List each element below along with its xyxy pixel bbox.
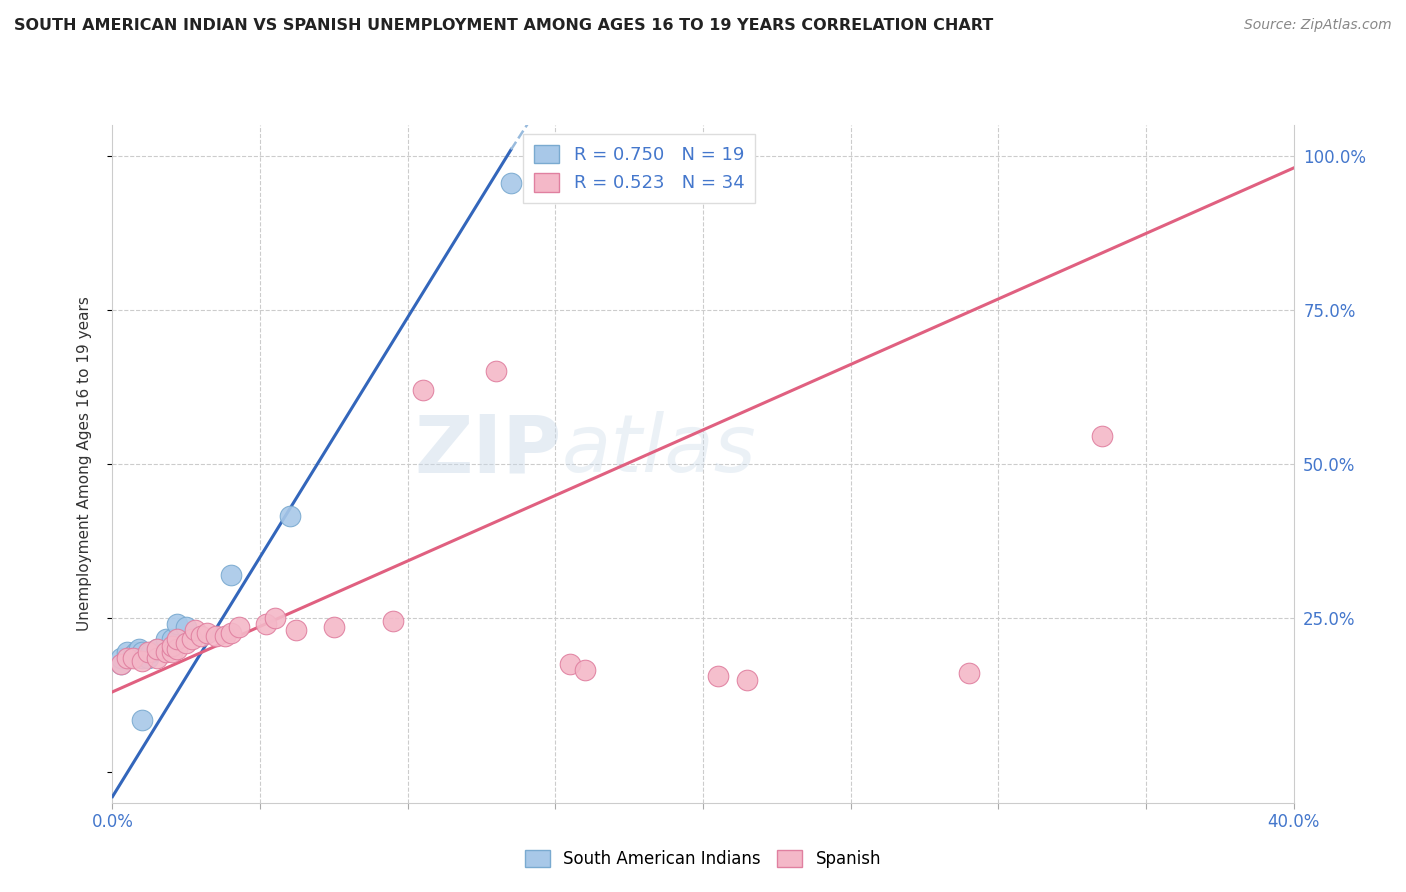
Text: atlas: atlas	[561, 411, 756, 490]
Point	[323, 620, 346, 634]
Text: Source: ZipAtlas.com: Source: ZipAtlas.com	[1244, 18, 1392, 32]
Point	[146, 641, 169, 656]
Point	[166, 617, 188, 632]
Point	[174, 635, 197, 649]
Point	[122, 648, 145, 662]
Point	[146, 641, 169, 656]
Point	[155, 645, 177, 659]
Point	[558, 657, 582, 672]
Point	[181, 632, 204, 647]
Point	[131, 713, 153, 727]
Point	[122, 651, 145, 665]
Point	[195, 626, 218, 640]
Point	[131, 654, 153, 668]
Point	[501, 177, 523, 191]
Point	[485, 364, 508, 378]
Point	[136, 651, 159, 665]
Point	[160, 645, 183, 659]
Point	[131, 651, 153, 665]
Point	[184, 624, 207, 638]
Point	[110, 657, 132, 672]
Point	[706, 669, 728, 683]
Point	[146, 651, 169, 665]
Text: ZIP: ZIP	[413, 411, 561, 490]
Point	[219, 626, 242, 640]
Point	[166, 632, 188, 647]
Point	[155, 632, 177, 647]
Point	[737, 673, 759, 687]
Point	[205, 629, 228, 643]
Point	[110, 657, 132, 672]
Point	[254, 617, 277, 632]
Point	[117, 645, 138, 659]
Point	[228, 620, 250, 634]
Point	[139, 645, 162, 659]
Point	[160, 639, 183, 653]
Text: SOUTH AMERICAN INDIAN VS SPANISH UNEMPLOYMENT AMONG AGES 16 TO 19 YEARS CORRELAT: SOUTH AMERICAN INDIAN VS SPANISH UNEMPLO…	[14, 18, 993, 33]
Point	[117, 651, 138, 665]
Point	[160, 632, 183, 647]
Legend: R = 0.750   N = 19, R = 0.523   N = 34: R = 0.750 N = 19, R = 0.523 N = 34	[523, 134, 755, 203]
Point	[131, 645, 153, 659]
Point	[574, 663, 596, 677]
Legend: South American Indians, Spanish: South American Indians, Spanish	[517, 843, 889, 875]
Point	[264, 611, 287, 625]
Point	[957, 666, 980, 681]
Point	[190, 629, 212, 643]
Point	[110, 651, 132, 665]
Point	[284, 624, 307, 638]
Point	[125, 645, 148, 659]
Point	[219, 567, 242, 582]
Point	[166, 641, 188, 656]
Y-axis label: Unemployment Among Ages 16 to 19 years: Unemployment Among Ages 16 to 19 years	[77, 296, 91, 632]
Point	[382, 614, 405, 628]
Point	[128, 641, 150, 656]
Point	[174, 620, 197, 634]
Point	[411, 383, 433, 397]
Point	[278, 509, 301, 524]
Point	[117, 651, 138, 665]
Point	[214, 629, 236, 643]
Point	[136, 645, 159, 659]
Point	[1091, 429, 1114, 443]
